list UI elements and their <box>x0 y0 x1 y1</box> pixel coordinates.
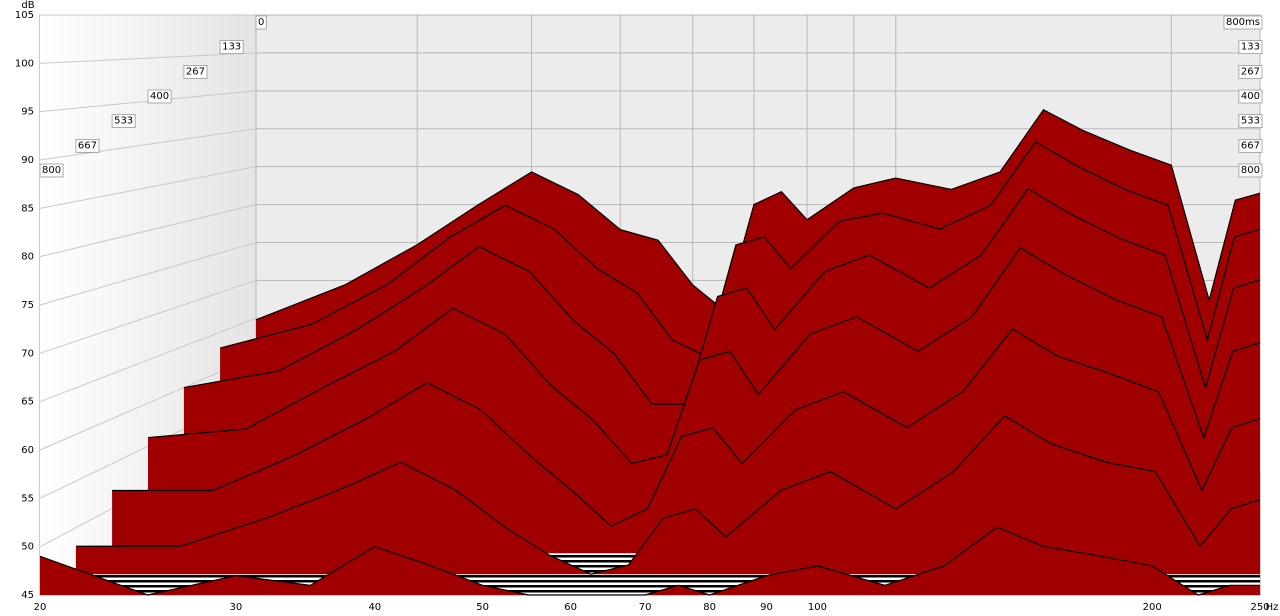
labels: 45 50 55 60 65 70 75 80 85 90 95 100 105 20 30 40 50 60 70… <box>15 10 1270 613</box>
x-tick-label: 100 <box>808 602 827 613</box>
y-tick-label: 80 <box>21 252 34 263</box>
time-tick-label: 800ms <box>1226 17 1260 28</box>
label-box <box>1238 163 1263 178</box>
depth-grid-line <box>39 242 257 306</box>
y-tick-label: 85 <box>21 203 34 214</box>
x-unit: Hz <box>1266 602 1279 613</box>
y-tick-label: 100 <box>15 58 34 69</box>
depth-grid-line <box>39 52 257 64</box>
label-box <box>75 138 100 153</box>
label-box <box>219 40 244 55</box>
time-tick-label: 400 <box>1241 91 1260 102</box>
x-tick-label: 200 <box>1143 602 1162 613</box>
slice-area <box>75 415 1260 575</box>
time-tick-label: 0 <box>258 17 264 28</box>
slices <box>39 109 1261 596</box>
time-tick-label: 267 <box>186 66 205 77</box>
time-tick-label: 800 <box>1241 165 1260 176</box>
y-tick-label: 75 <box>21 300 34 311</box>
x-tick-label: 40 <box>368 602 381 613</box>
time-tick-label: 400 <box>150 91 169 102</box>
label-box <box>1238 138 1263 153</box>
y-tick-label: 45 <box>21 590 34 601</box>
slice-line <box>147 247 1261 465</box>
slice-line <box>75 415 1261 575</box>
time-tick-label: 533 <box>114 116 133 127</box>
label-box <box>147 89 172 104</box>
label-box <box>255 15 267 30</box>
y-tick-label: 70 <box>21 348 34 359</box>
label-box <box>1238 40 1263 55</box>
label-box <box>39 163 64 178</box>
y-tick-label: 50 <box>21 542 34 553</box>
slice-line <box>183 188 1261 405</box>
y-tick-label: 105 <box>15 10 34 21</box>
label-box <box>1223 15 1263 30</box>
time-tick-label: 133 <box>1241 42 1260 53</box>
y-unit: dB <box>21 0 34 11</box>
slice-line <box>112 328 1261 527</box>
label-box <box>1238 89 1263 104</box>
slice-line <box>219 141 1261 357</box>
x-tick-label: 50 <box>476 602 489 613</box>
time-tick-label: 533 <box>1241 116 1260 127</box>
depth-grid-line <box>39 279 257 354</box>
x-tick-label: 70 <box>639 602 652 613</box>
x-tick-label: 90 <box>760 602 773 613</box>
x-tick-label: 250 <box>1250 602 1269 613</box>
time-tick-label: 133 <box>222 42 241 53</box>
x-tick-label: 20 <box>34 602 47 613</box>
y-tick-label: 90 <box>21 155 34 166</box>
label-box <box>183 64 208 79</box>
depth-grid-line <box>39 128 257 161</box>
time-tick-label: 267 <box>1241 66 1260 77</box>
depth-grid-line <box>39 317 257 403</box>
depth-grid-line <box>39 355 257 451</box>
x-tick-label: 30 <box>229 602 242 613</box>
label-box <box>1238 114 1263 129</box>
slice-line <box>39 526 1260 596</box>
y-tick-label: 65 <box>21 397 34 408</box>
slice-area <box>40 527 1260 595</box>
y-tick-label: 55 <box>21 493 34 504</box>
depth-grid-line <box>39 166 257 209</box>
x-tick-label: 60 <box>564 602 577 613</box>
time-tick-label: 667 <box>1241 140 1260 151</box>
label-box <box>111 114 136 129</box>
time-tick-label: 800 <box>42 165 61 176</box>
y-tick-label: 60 <box>21 445 34 456</box>
y-tick-label: 95 <box>21 107 34 118</box>
depth-grid-line <box>39 204 257 258</box>
slice-line <box>255 109 1261 321</box>
x-tick-label: 80 <box>703 602 716 613</box>
label-box <box>1238 64 1263 79</box>
time-tick-label: 667 <box>78 140 97 151</box>
